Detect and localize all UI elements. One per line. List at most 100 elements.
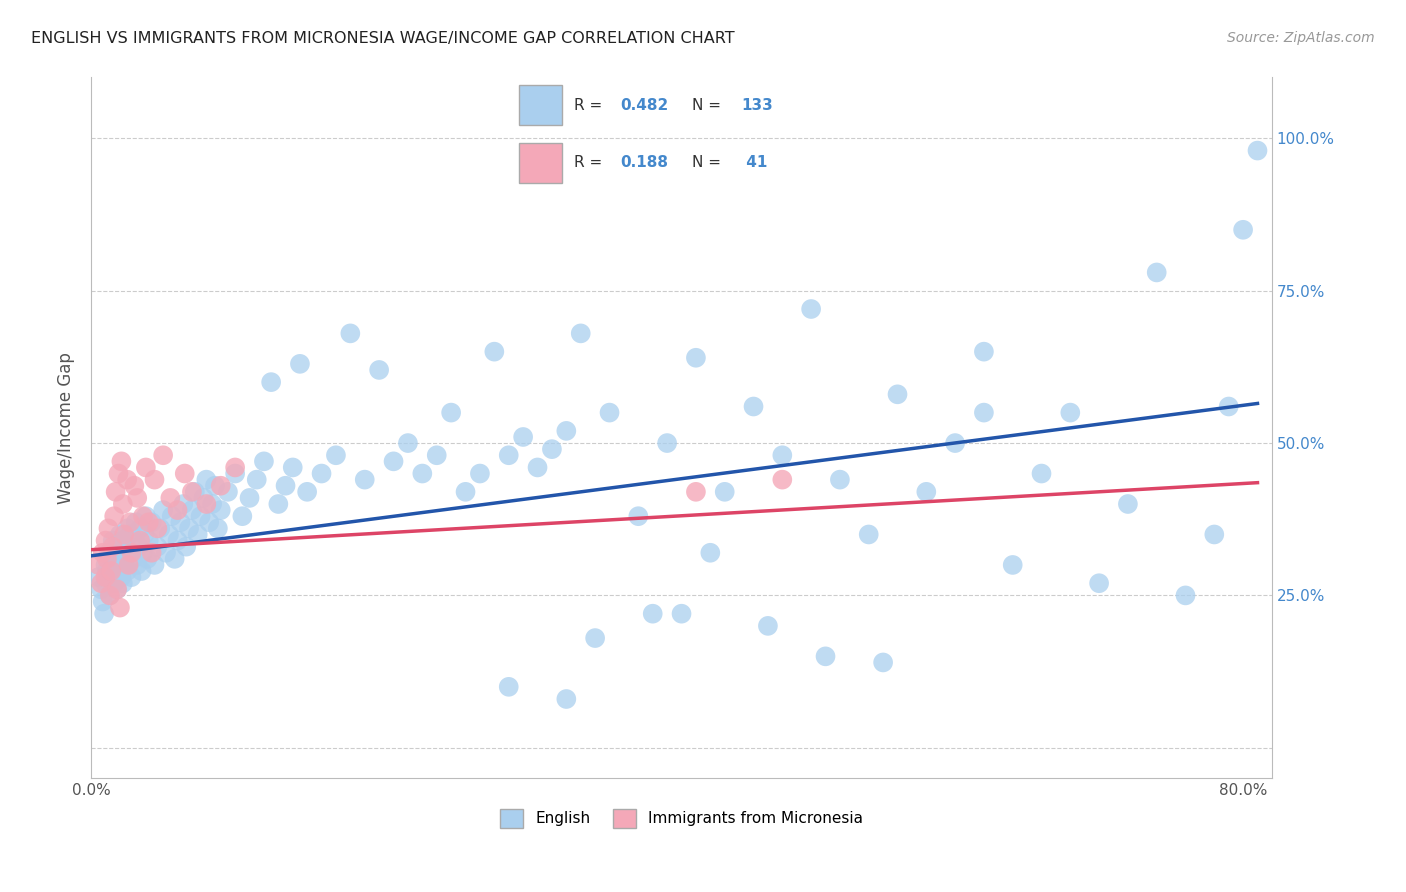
Point xyxy=(1246,144,1268,158)
Point xyxy=(94,533,117,548)
Point xyxy=(108,527,131,541)
Point xyxy=(131,564,153,578)
Point xyxy=(155,546,177,560)
Point xyxy=(1232,223,1254,237)
Point xyxy=(169,516,191,530)
Point xyxy=(1116,497,1139,511)
Point xyxy=(105,582,128,597)
Point xyxy=(382,454,405,468)
Point xyxy=(166,533,188,548)
Text: N =: N = xyxy=(692,155,725,170)
Point xyxy=(138,533,160,548)
FancyBboxPatch shape xyxy=(519,143,562,183)
Text: 133: 133 xyxy=(741,97,773,112)
Point xyxy=(231,509,253,524)
Point xyxy=(339,326,361,341)
Point xyxy=(166,503,188,517)
Point xyxy=(110,454,132,468)
Point xyxy=(94,576,117,591)
Point xyxy=(121,546,143,560)
Text: 0.482: 0.482 xyxy=(620,97,669,112)
Point xyxy=(915,484,938,499)
Point xyxy=(96,564,118,578)
Point xyxy=(468,467,491,481)
Point xyxy=(146,521,169,535)
Point xyxy=(195,497,218,511)
Point xyxy=(87,570,110,584)
Point xyxy=(129,521,152,535)
Point xyxy=(152,503,174,517)
Point xyxy=(207,521,229,535)
Point xyxy=(135,509,157,524)
FancyBboxPatch shape xyxy=(519,85,562,125)
Point xyxy=(146,540,169,554)
Point xyxy=(484,344,506,359)
Point xyxy=(100,564,122,578)
Point xyxy=(110,552,132,566)
Point xyxy=(325,448,347,462)
Point xyxy=(800,301,823,316)
Text: Source: ZipAtlas.com: Source: ZipAtlas.com xyxy=(1227,31,1375,45)
Point xyxy=(1031,467,1053,481)
Point xyxy=(311,467,333,481)
Point xyxy=(281,460,304,475)
Point xyxy=(138,516,160,530)
Point xyxy=(858,527,880,541)
Point xyxy=(498,448,520,462)
Point xyxy=(110,570,132,584)
Point xyxy=(91,594,114,608)
Point xyxy=(128,540,150,554)
Point xyxy=(115,521,138,535)
Point xyxy=(98,589,121,603)
Point xyxy=(94,558,117,572)
Point xyxy=(101,533,124,548)
Point xyxy=(97,546,120,560)
Point xyxy=(172,497,194,511)
Text: N =: N = xyxy=(692,97,725,112)
Point xyxy=(685,351,707,365)
Point xyxy=(671,607,693,621)
Point xyxy=(141,516,163,530)
Point xyxy=(770,473,793,487)
Point xyxy=(177,521,200,535)
Point xyxy=(121,570,143,584)
Point xyxy=(685,484,707,499)
Point xyxy=(103,576,125,591)
Point xyxy=(872,656,894,670)
Point xyxy=(555,692,578,706)
Point xyxy=(943,436,966,450)
Point xyxy=(107,467,129,481)
Point xyxy=(111,576,134,591)
Point xyxy=(105,540,128,554)
Point xyxy=(108,546,131,560)
Point xyxy=(770,448,793,462)
Point xyxy=(143,558,166,572)
Point xyxy=(143,473,166,487)
Point xyxy=(973,406,995,420)
Point xyxy=(136,552,159,566)
Point xyxy=(973,344,995,359)
Point xyxy=(699,546,721,560)
Point xyxy=(201,497,224,511)
Text: 41: 41 xyxy=(741,155,768,170)
Point xyxy=(115,564,138,578)
Point xyxy=(599,406,621,420)
Point xyxy=(118,516,141,530)
Point xyxy=(1146,265,1168,279)
Point xyxy=(159,491,181,505)
Point xyxy=(101,552,124,566)
Point xyxy=(187,527,209,541)
Point xyxy=(193,491,215,505)
Point xyxy=(1001,558,1024,572)
Point xyxy=(132,546,155,560)
Point xyxy=(209,503,232,517)
Point xyxy=(555,424,578,438)
Point xyxy=(127,491,149,505)
Point xyxy=(108,600,131,615)
Point xyxy=(253,454,276,468)
Point xyxy=(195,473,218,487)
Point xyxy=(224,460,246,475)
Point xyxy=(353,473,375,487)
Y-axis label: Wage/Income Gap: Wage/Income Gap xyxy=(58,352,75,504)
Point xyxy=(96,552,118,566)
